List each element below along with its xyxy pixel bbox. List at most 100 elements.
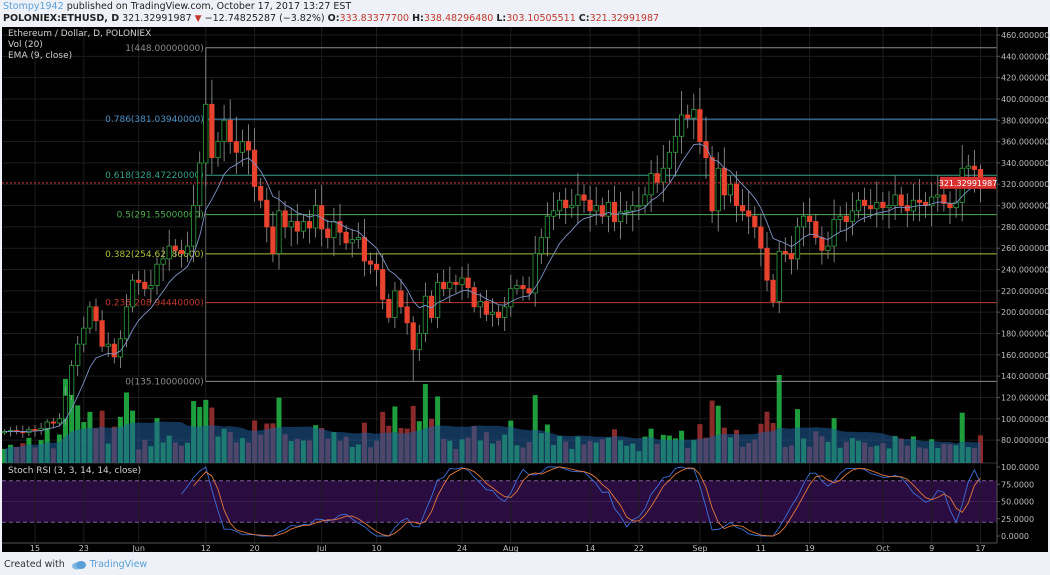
volume-bar <box>709 400 715 463</box>
candle <box>520 285 526 290</box>
price-tick-label: 300.00000000 <box>1001 202 1050 211</box>
time-tick-label: 9 <box>929 544 934 553</box>
time-tick-label: 12 <box>201 544 211 553</box>
candle <box>813 221 819 238</box>
candle <box>325 228 331 238</box>
price-tick-label: 380.00000000 <box>1001 116 1050 125</box>
candle <box>611 201 618 222</box>
time-tick-label: Aug <box>503 544 519 553</box>
price-tick-label: 80.00000000 <box>1001 436 1050 445</box>
candle <box>349 239 355 244</box>
candle <box>648 173 654 196</box>
price-tick-label: 460.00000000 <box>1001 31 1050 40</box>
candle <box>422 295 429 334</box>
candle <box>557 199 563 212</box>
candle <box>172 245 178 251</box>
time-tick-label: 17 <box>975 544 985 553</box>
candle <box>453 281 459 285</box>
candle <box>221 119 227 142</box>
candle <box>410 322 416 350</box>
candle <box>142 281 148 290</box>
candle <box>947 203 953 209</box>
candle <box>117 338 123 358</box>
price-tick-label: 200.00000000 <box>1001 308 1050 317</box>
candle <box>441 281 447 290</box>
candle <box>764 247 770 281</box>
candle <box>398 290 404 308</box>
candle <box>782 250 788 254</box>
candle <box>203 103 209 164</box>
price-tick-label: 160.00000000 <box>1001 351 1050 360</box>
stoch-tick-label: 0.0000 <box>1001 532 1029 541</box>
candle <box>703 141 709 158</box>
candle <box>154 263 160 286</box>
symbol: POLONIEX:ETHUSD, D <box>3 13 120 24</box>
candle <box>618 211 624 222</box>
candle <box>471 287 477 308</box>
close-value: 321.32991987 <box>589 13 660 24</box>
volume-bar <box>715 405 721 463</box>
candle <box>282 210 288 228</box>
candle <box>361 237 368 262</box>
candle <box>575 194 581 206</box>
candle <box>294 221 300 232</box>
price-tick-label: 360.00000000 <box>1001 138 1050 147</box>
candle <box>129 279 136 308</box>
candle <box>312 205 319 229</box>
candle <box>788 253 795 260</box>
stoch-rsi-legend[interactable]: Stoch RSI (3, 3, 14, 14, close) <box>8 466 142 476</box>
candle <box>465 277 471 289</box>
candle <box>599 205 605 217</box>
candle <box>75 343 81 366</box>
candle <box>416 333 422 350</box>
candle <box>87 306 93 329</box>
tradingview-link[interactable]: TradingView <box>71 559 147 570</box>
author-link[interactable]: Stompy1942 <box>3 1 64 12</box>
candle <box>886 205 892 209</box>
legend-volume[interactable]: Vol (20) <box>8 40 43 50</box>
candle <box>184 245 191 254</box>
volume-bar <box>959 412 965 463</box>
candle <box>276 210 282 254</box>
price-tick-label: 140.00000000 <box>1001 372 1050 381</box>
candle <box>642 194 648 206</box>
candle <box>666 151 673 169</box>
candle <box>136 279 142 283</box>
candle <box>733 183 740 206</box>
candle <box>807 215 813 222</box>
candle <box>819 237 825 251</box>
volume-bar <box>69 378 75 463</box>
high-value: 338.48296480 <box>423 13 494 24</box>
price-tick-label: 440.00000000 <box>1001 52 1050 61</box>
candle <box>776 250 782 302</box>
candle <box>532 253 538 294</box>
time-tick-label: Oct <box>876 544 890 553</box>
candle <box>160 258 166 265</box>
candle <box>373 263 380 270</box>
candle <box>81 327 87 345</box>
candle <box>727 183 734 196</box>
price-tick-label: 220.00000000 <box>1001 287 1050 296</box>
candle <box>837 215 843 220</box>
candle <box>93 306 99 322</box>
candle <box>880 201 886 209</box>
candle <box>392 290 398 318</box>
legend-ema[interactable]: EMA (9, close) <box>8 51 73 61</box>
candle <box>868 205 874 210</box>
price-tick-label: 240.00000000 <box>1001 266 1050 275</box>
candle <box>502 306 508 318</box>
price-change: −12.74825287 (−3.82%) <box>204 13 325 24</box>
candle <box>227 119 233 142</box>
price-tick-label: 180.00000000 <box>1001 329 1050 338</box>
candle <box>849 210 856 222</box>
fib-level-label: 1(448.00000000) <box>125 44 204 54</box>
candle <box>404 306 410 324</box>
candle <box>825 245 831 251</box>
last-price: 321.32991987 <box>122 13 192 24</box>
candle <box>380 269 386 300</box>
volume-ma-area <box>4 421 981 463</box>
price-tick-label: 400.00000000 <box>1001 95 1050 104</box>
candle <box>679 114 685 137</box>
chart-legend: Ethereum / Dollar, D, POLONIEX Vol (20) … <box>8 29 151 62</box>
